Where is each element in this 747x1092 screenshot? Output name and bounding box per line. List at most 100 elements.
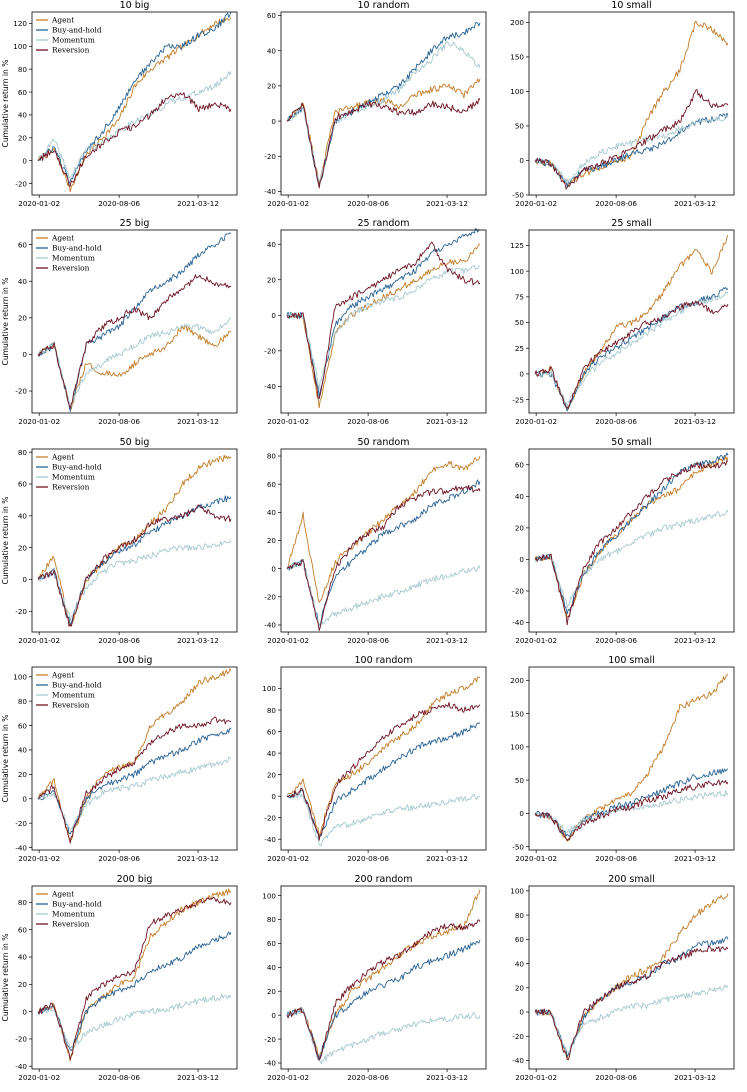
series-line-agent bbox=[534, 673, 729, 842]
x-tick-label: 2020-01-02 bbox=[267, 854, 309, 863]
panel-200-big: 200 big -40 -20 0 20 40 60 80 2020-01-02 2020-08-… bbox=[1, 874, 238, 1082]
x-tick-label: 2020-08-06 bbox=[98, 417, 140, 426]
panel-title: 10 random bbox=[358, 0, 410, 11]
series-line-buy-and-hold bbox=[534, 112, 729, 188]
panel-title: 50 big bbox=[120, 437, 150, 448]
series-line-reversion bbox=[37, 716, 232, 844]
panel-200-small: 200 small -40 -20 0 20 40 60 80 100 2020-01-02 202… bbox=[510, 874, 735, 1082]
y-tick-label: 100 bbox=[262, 684, 276, 693]
y-tick-label: 80 bbox=[267, 452, 277, 461]
panel-100-random: 100 random -40 -20 0 20 40 60 80 100 2020-01-02 20… bbox=[262, 655, 487, 863]
y-tick-label: -25 bbox=[512, 395, 524, 404]
x-tick-label: 2021-03-12 bbox=[426, 636, 468, 645]
x-tick-label: 2020-08-06 bbox=[595, 854, 637, 863]
series-line-momentum bbox=[534, 984, 729, 1054]
y-tick-label: -20 bbox=[264, 593, 276, 602]
x-tick-label: 2021-03-12 bbox=[177, 417, 219, 426]
y-tick-label: 40 bbox=[18, 512, 28, 521]
x-tick-label: 2020-08-06 bbox=[347, 199, 389, 208]
x-tick-label: 2020-01-02 bbox=[267, 1073, 309, 1082]
panel-title: 10 small bbox=[611, 0, 651, 11]
y-tick-label: 60 bbox=[18, 480, 28, 489]
y-tick-label: 40 bbox=[267, 46, 277, 55]
y-tick-label: 60 bbox=[18, 240, 28, 249]
y-tick-label: 0 bbox=[22, 350, 27, 359]
y-tick-label: 40 bbox=[18, 277, 28, 286]
y-tick-label: 40 bbox=[515, 959, 525, 968]
y-tick-label: -50 bbox=[512, 191, 524, 200]
y-axis-label: Cumulative return in % bbox=[1, 934, 10, 1022]
x-tick-label: 2020-08-06 bbox=[98, 854, 140, 863]
series-line-reversion bbox=[286, 701, 481, 841]
panel-title: 100 random bbox=[355, 655, 413, 666]
y-tick-label: -20 bbox=[264, 347, 276, 356]
y-tick-label: 80 bbox=[267, 706, 277, 715]
x-tick-label: 2020-08-06 bbox=[347, 636, 389, 645]
y-tick-label: 60 bbox=[267, 939, 277, 948]
series-line-reversion bbox=[534, 89, 729, 190]
panel-100-big: 100 big -40 -20 0 20 40 60 80 100 2020-01-02 2020-… bbox=[1, 655, 238, 863]
panel-title: 200 random bbox=[355, 874, 413, 885]
panel-25-random: 25 random -40 -20 0 20 40 2020-01-02 2020-08-06… bbox=[264, 218, 487, 426]
series-line-reversion bbox=[534, 779, 729, 841]
y-tick-label: -20 bbox=[512, 1032, 524, 1041]
y-tick-label: 20 bbox=[18, 770, 28, 779]
x-tick-label: 2020-08-06 bbox=[595, 1073, 637, 1082]
y-axis-label: Cumulative return in % bbox=[1, 497, 10, 585]
y-tick-label: 40 bbox=[515, 492, 525, 501]
panel-50-big: 50 big -20 0 20 40 60 80 2020-01-02 2020-08-06 20… bbox=[1, 437, 238, 645]
series-line-buy-and-hold bbox=[37, 11, 232, 185]
series-line-momentum bbox=[286, 559, 481, 627]
panel-title: 50 random bbox=[358, 437, 410, 448]
x-tick-label: 2021-03-12 bbox=[674, 854, 716, 863]
legend-label-buy-and-hold: Buy-and-hold bbox=[52, 681, 102, 690]
plot-frame bbox=[528, 885, 735, 1070]
y-tick-label: 0 bbox=[519, 809, 524, 818]
legend-label-momentum: Momentum bbox=[52, 36, 95, 45]
y-tick-label: 20 bbox=[267, 987, 277, 996]
x-tick-label: 2020-01-02 bbox=[18, 417, 60, 426]
x-tick-label: 2020-08-06 bbox=[98, 1073, 140, 1082]
series-line-agent bbox=[534, 455, 729, 618]
y-tick-label: 100 bbox=[510, 887, 524, 896]
y-tick-label: 100 bbox=[13, 42, 27, 51]
plot-frame bbox=[528, 229, 735, 414]
y-tick-label: 40 bbox=[267, 749, 277, 758]
legend-label-reversion: Reversion bbox=[52, 264, 90, 273]
plot-frame bbox=[31, 448, 238, 633]
y-tick-label: 75 bbox=[515, 293, 524, 302]
legend-label-momentum: Momentum bbox=[52, 691, 95, 700]
y-tick-label: 40 bbox=[18, 111, 28, 120]
y-tick-label: 80 bbox=[18, 448, 28, 457]
y-axis-label: Cumulative return in % bbox=[1, 715, 10, 803]
plot-frame bbox=[280, 229, 487, 414]
y-tick-label: 60 bbox=[267, 727, 277, 736]
y-tick-label: 150 bbox=[510, 53, 524, 62]
x-tick-label: 2020-08-06 bbox=[347, 417, 389, 426]
y-tick-label: 80 bbox=[267, 915, 277, 924]
x-tick-label: 2020-01-02 bbox=[515, 417, 557, 426]
x-tick-label: 2020-01-02 bbox=[515, 854, 557, 863]
y-tick-label: -20 bbox=[15, 179, 27, 188]
series-line-momentum bbox=[286, 265, 481, 390]
x-tick-label: 2021-03-12 bbox=[674, 636, 716, 645]
x-tick-label: 2020-01-02 bbox=[267, 199, 309, 208]
legend-label-agent: Agent bbox=[51, 671, 74, 680]
y-tick-label: 50 bbox=[515, 776, 525, 785]
x-tick-label: 2020-01-02 bbox=[267, 636, 309, 645]
series-line-buy-and-hold bbox=[37, 727, 232, 835]
series-line-momentum bbox=[286, 41, 481, 182]
series-line-momentum bbox=[37, 317, 232, 407]
x-tick-label: 2021-03-12 bbox=[177, 854, 219, 863]
series-line-buy-and-hold bbox=[534, 287, 729, 412]
y-tick-label: 40 bbox=[267, 963, 277, 972]
panel-title: 25 small bbox=[611, 218, 651, 229]
x-tick-label: 2021-03-12 bbox=[426, 417, 468, 426]
x-tick-label: 2020-08-06 bbox=[347, 1073, 389, 1082]
panel-title: 25 big bbox=[120, 218, 150, 229]
y-tick-label: 200 bbox=[510, 18, 524, 27]
